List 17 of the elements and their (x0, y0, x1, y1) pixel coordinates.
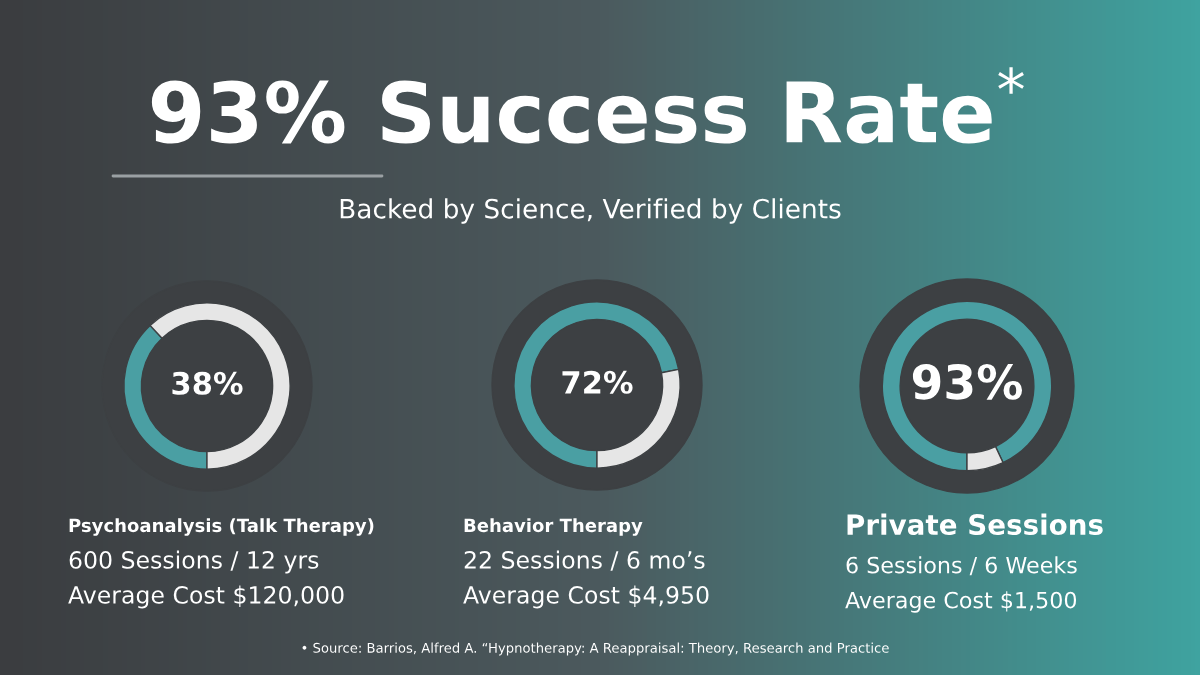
text: Backed by Science, Verified by Clients (340, 198, 841, 224)
text: Average Cost $120,000 (68, 585, 344, 609)
text: 72% (562, 370, 633, 394)
donut-slice (881, 300, 1053, 472)
text: 93% (912, 363, 1023, 400)
text: Average Cost $4,950 (463, 585, 709, 609)
text: • Source: Barrios, Alfred A. “Hypnotherapy: A Reappraisal: Theory, Research and Practice (302, 642, 889, 656)
text: Private Sessions (847, 513, 1103, 536)
text: 600 Sessions / 12 yrs (69, 550, 319, 574)
donut-slice (513, 301, 680, 469)
text: 38% (172, 371, 243, 395)
text: 93% Success Rate$^{*}$ (151, 67, 1024, 144)
text: Average Cost $1,500 (845, 591, 1077, 613)
text: 22 Sessions / 6 mo’s (464, 550, 705, 571)
text: Psychoanalysis (Talk Therapy) (69, 518, 374, 536)
text: 6 Sessions / 6 Weeks (846, 556, 1077, 576)
text: Behavior Therapy (464, 518, 643, 536)
